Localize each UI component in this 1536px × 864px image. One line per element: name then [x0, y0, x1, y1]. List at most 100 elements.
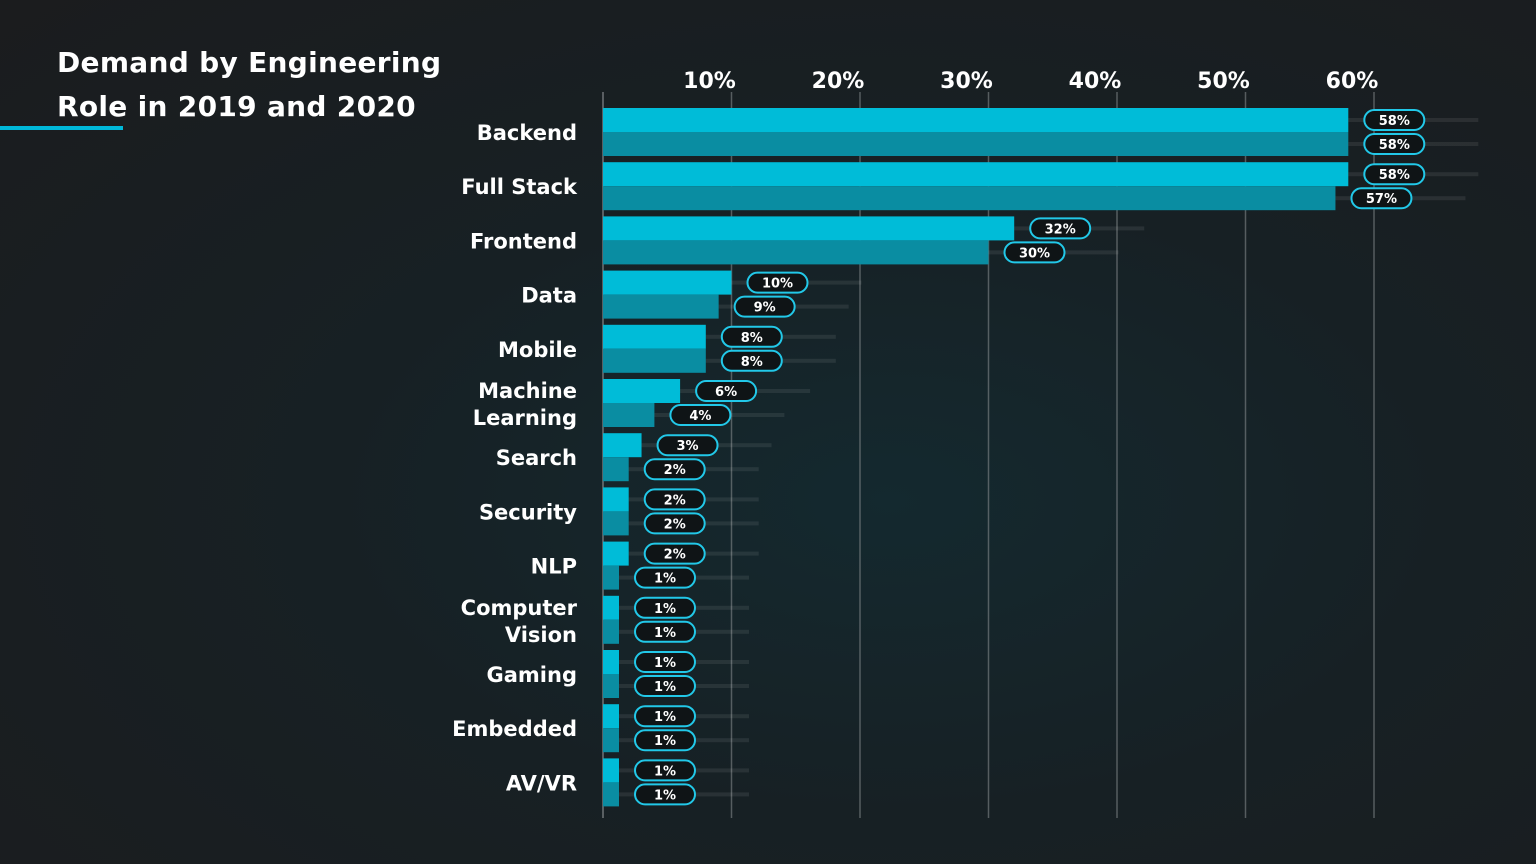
data-label-pill: [656, 434, 719, 457]
bar-2020-av-vr: [603, 782, 619, 807]
data-label: 1%: [654, 572, 676, 587]
data-label: 2%: [664, 463, 686, 478]
category-label: Security: [479, 500, 577, 524]
bar-2019-data: [603, 270, 732, 295]
data-label-pill: [643, 488, 706, 511]
bar-2019-security: [603, 487, 629, 512]
data-label: 1%: [654, 710, 676, 725]
bar-2020-security: [603, 511, 629, 536]
category-label: Mobile: [498, 338, 577, 362]
x-tick-label: 50%: [1197, 69, 1250, 94]
data-label-pill: [643, 512, 706, 535]
category-label: Full Stack: [461, 175, 578, 199]
category-label-line: Vision: [505, 623, 577, 647]
data-label: 1%: [654, 734, 676, 749]
data-label-pill: [720, 325, 783, 348]
bar-2020-machine-learning: [603, 403, 655, 427]
title-accent-underline: [0, 126, 123, 130]
bar-2019-machine-learning: [603, 379, 681, 403]
chart-title: Demand by Engineering Role in 2019 and 2…: [0, 40, 470, 135]
data-label-pill: [634, 759, 696, 782]
data-label: 58%: [1379, 138, 1410, 153]
data-label-pill: [634, 620, 696, 643]
x-tick-label: 60%: [1326, 69, 1379, 94]
bar-2019-av-vr: [603, 758, 619, 783]
data-label: 9%: [754, 301, 776, 316]
bar-2020-nlp: [603, 565, 619, 590]
category-label-line: Learning: [473, 406, 577, 430]
category-label-line: Machine: [478, 379, 577, 403]
data-label: 6%: [715, 385, 737, 400]
category-label: Data: [521, 284, 577, 308]
bar-2019-embedded: [603, 704, 619, 729]
data-label-pill: [634, 566, 696, 589]
data-label: 57%: [1366, 192, 1397, 207]
category-label-line: Computer: [461, 596, 578, 620]
data-label-pill: [634, 596, 696, 619]
x-axis-tick-labels: 10% 20% 30% 40% 50% 60%: [683, 69, 1378, 94]
bar-2020-frontend: [603, 240, 989, 265]
data-label-pill: [1350, 187, 1413, 210]
data-label-pill: [669, 404, 732, 426]
category-label: Backend: [477, 121, 577, 145]
bar-2019-frontend: [603, 216, 1015, 241]
data-label: 1%: [654, 656, 676, 671]
data-label-pill: [746, 271, 809, 294]
category-label: Gaming: [487, 663, 577, 687]
bar-2020-gaming: [603, 674, 619, 698]
data-label: 4%: [689, 409, 711, 424]
x-tick-label: 10%: [683, 69, 736, 94]
data-label: 58%: [1379, 114, 1410, 129]
data-label-pill: [720, 349, 783, 372]
data-label: 1%: [654, 626, 676, 641]
bar-2020-computer-vision: [603, 619, 619, 644]
data-label: 32%: [1045, 222, 1076, 237]
data-label-pill: [1029, 217, 1092, 240]
category-label: Computer Vision: [461, 596, 578, 647]
data-label-pill: [1003, 241, 1066, 264]
bars: [603, 108, 1349, 807]
bar-2020-embedded: [603, 728, 619, 753]
data-label-pill: [634, 729, 696, 752]
data-label-pill: [634, 675, 696, 697]
data-label-pill: [634, 651, 696, 673]
bar-2020-search: [603, 457, 629, 482]
category-labels: Backend Full Stack Frontend Data Mobile Machi…: [452, 121, 578, 795]
data-label-pill: [634, 783, 696, 806]
data-label: 30%: [1019, 246, 1050, 261]
category-label: Search: [496, 446, 577, 470]
chart-title-line-1: Demand by Engineering: [57, 46, 442, 79]
category-label: Embedded: [452, 717, 577, 741]
data-label: 1%: [654, 764, 676, 779]
data-label: 2%: [664, 517, 686, 532]
data-label: 1%: [654, 602, 676, 617]
data-label: 58%: [1379, 168, 1410, 183]
bar-2019-full-stack: [603, 162, 1349, 187]
data-label-pill: [1363, 163, 1426, 186]
data-label: 10%: [762, 277, 793, 292]
bar-2020-data: [603, 294, 719, 319]
bar-2019-gaming: [603, 650, 619, 674]
data-label: 1%: [654, 788, 676, 803]
data-label: 8%: [741, 331, 763, 346]
data-label-pill: [643, 458, 706, 481]
data-label-pill: [695, 380, 758, 402]
x-tick-label: 40%: [1069, 69, 1122, 94]
data-label: 3%: [677, 439, 699, 454]
data-label-pill: [733, 295, 796, 318]
category-label: Frontend: [470, 229, 577, 253]
bar-2019-mobile: [603, 324, 706, 349]
bar-2019-computer-vision: [603, 595, 619, 620]
category-label: Machine Learning: [473, 379, 577, 430]
bar-2020-full-stack: [603, 186, 1336, 211]
data-label: 2%: [664, 548, 686, 563]
bar-2020-mobile: [603, 348, 706, 373]
category-label: AV/VR: [506, 771, 577, 795]
data-label: 8%: [741, 355, 763, 370]
category-label: NLP: [531, 555, 577, 579]
x-tick-label: 20%: [812, 69, 865, 94]
chart-title-line-2: Role in 2019 and 2020: [57, 90, 416, 123]
data-label-pill: [1363, 133, 1426, 155]
data-label-pill: [643, 542, 706, 565]
